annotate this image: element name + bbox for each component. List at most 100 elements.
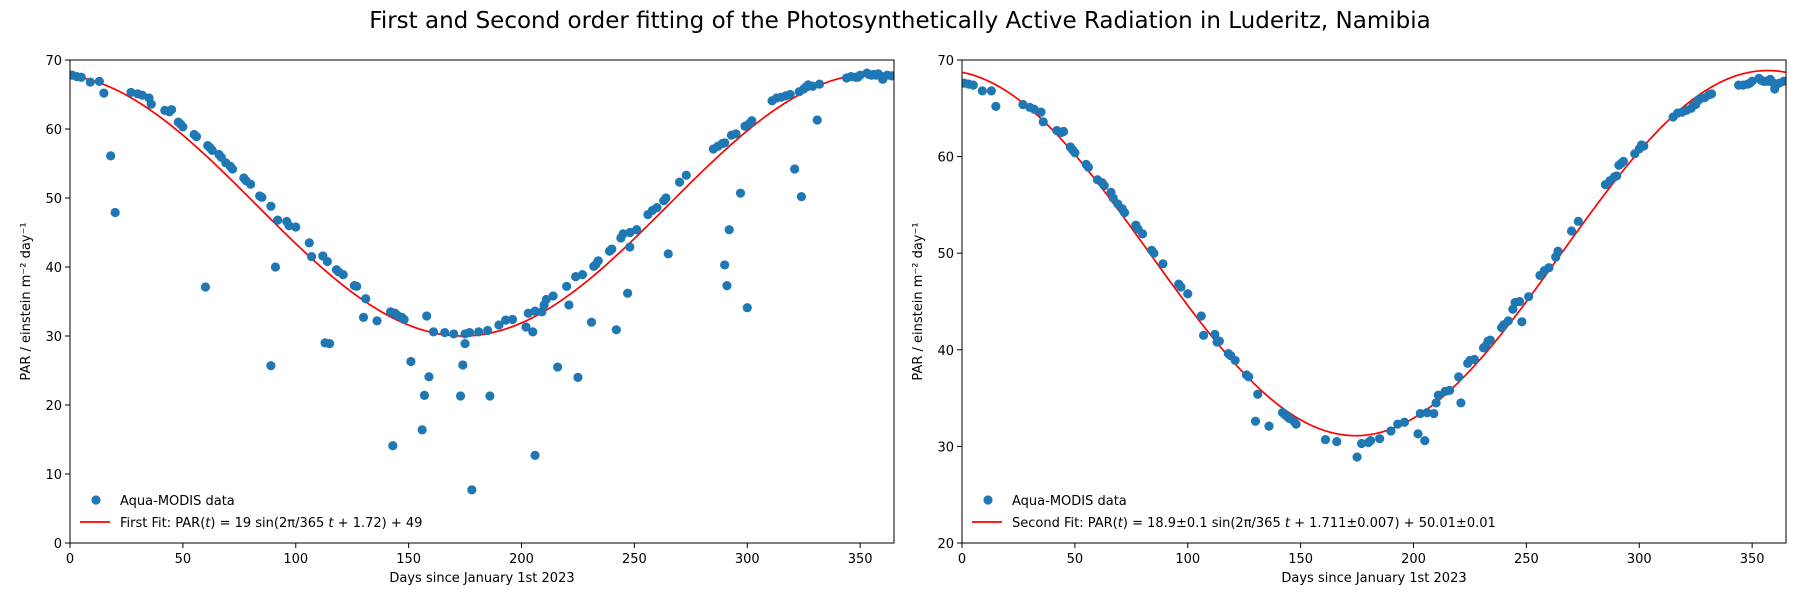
legend: Aqua-MODIS data Second Fit: PAR(t) = 18.9…: [972, 494, 1496, 531]
figure-title: First and Second order fitting of the Ph…: [369, 8, 1431, 34]
x-tick-label: 300: [1627, 552, 1652, 567]
data-point: [1524, 292, 1534, 302]
data-point: [464, 327, 475, 338]
data-point: [553, 362, 563, 372]
data-point: [625, 242, 635, 252]
data-point: [227, 164, 238, 174]
chart-panel-2: 0 50 100 150 200 250 300 350 20 30 40 50 60 70 Days si…: [911, 54, 1787, 586]
data-point: [1517, 317, 1527, 327]
data-point: [428, 327, 439, 337]
data-point: [1429, 408, 1439, 419]
data-point: [76, 72, 86, 82]
data-point: [1138, 229, 1148, 239]
data-point: [1253, 389, 1263, 399]
data-point: [1618, 156, 1629, 167]
x-tick-label: 300: [735, 552, 760, 567]
x-tick-label: 100: [1175, 552, 1200, 567]
y-tick-label: 40: [937, 344, 954, 359]
x-tick-label: 0: [958, 552, 966, 567]
data-point: [528, 327, 538, 337]
y-tick-label: 20: [45, 399, 62, 414]
data-point: [406, 356, 416, 367]
data-point: [417, 425, 427, 435]
data-point: [722, 281, 732, 291]
data-point: [361, 294, 371, 304]
data-point: [474, 327, 484, 337]
data-point: [1375, 434, 1385, 444]
data-point: [1356, 438, 1367, 449]
data-point: [358, 312, 369, 322]
x-axis-label: Days since January 1st 2023: [1281, 571, 1466, 586]
y-tick-label: 20: [937, 537, 954, 552]
data-point: [661, 193, 671, 203]
data-point: [1415, 408, 1425, 419]
plot-area: [962, 69, 1786, 462]
data-point: [372, 316, 382, 326]
legend-label-scatter: Aqua-MODIS data: [120, 494, 235, 509]
y-tick-label: 0: [54, 537, 62, 552]
data-point: [191, 131, 202, 142]
legend-label-scatter: Aqua-MODIS data: [1012, 494, 1127, 509]
data-point: [530, 306, 540, 316]
data-point: [1158, 259, 1168, 269]
data-point: [977, 86, 987, 96]
fit-line: [962, 69, 1786, 437]
y-tick-label: 60: [937, 151, 954, 166]
data-point: [986, 86, 996, 96]
data-point: [291, 222, 301, 232]
data-point: [968, 80, 978, 90]
data-point: [887, 71, 894, 81]
data-point: [246, 179, 256, 189]
data-point: [306, 252, 317, 262]
data-point: [440, 327, 450, 338]
data-point: [1485, 335, 1495, 345]
data-point: [652, 203, 662, 213]
data-point: [573, 372, 583, 382]
data-point: [1119, 208, 1130, 218]
data-point: [1639, 141, 1649, 151]
data-point: [1183, 289, 1193, 299]
x-tick-label: 150: [396, 552, 421, 567]
data-point: [663, 249, 673, 259]
x-tick-label: 250: [622, 552, 647, 567]
data-point: [1431, 398, 1441, 408]
data-point: [424, 372, 434, 382]
data-point: [681, 170, 691, 180]
data-point: [166, 105, 177, 115]
data-point: [1515, 296, 1525, 307]
data-point: [1176, 282, 1186, 292]
data-point: [623, 288, 633, 298]
data-point: [422, 311, 432, 321]
data-point: [325, 338, 335, 349]
data-point: [200, 282, 211, 292]
data-point: [1544, 263, 1554, 273]
data-point: [1250, 416, 1261, 426]
data-point: [742, 303, 752, 313]
y-tick-label: 70: [937, 54, 954, 69]
data-point: [449, 329, 459, 339]
data-point: [1454, 372, 1464, 382]
data-point: [724, 225, 734, 235]
x-tick-label: 250: [1514, 552, 1539, 567]
data-point: [530, 450, 540, 460]
data-point: [1198, 330, 1209, 340]
data-point: [1083, 162, 1094, 172]
x-tick-label: 50: [1067, 552, 1084, 567]
data-point: [458, 360, 468, 370]
data-point: [494, 320, 504, 330]
y-tick-label: 30: [45, 330, 62, 345]
data-point: [1196, 311, 1206, 321]
data-point: [1149, 248, 1159, 258]
data-point: [537, 307, 547, 317]
legend: Aqua-MODIS data First Fit: PAR(t) = 19 si…: [80, 494, 422, 531]
y-tick-label: 70: [45, 54, 62, 69]
x-tick-label: 200: [1401, 552, 1426, 567]
x-tick-label: 150: [1288, 552, 1313, 567]
data-point: [1566, 226, 1577, 236]
data-point: [1099, 180, 1109, 191]
data-point: [564, 300, 574, 310]
x-tick-label: 350: [848, 552, 873, 567]
data-point: [106, 151, 116, 161]
data-point: [1422, 407, 1432, 418]
